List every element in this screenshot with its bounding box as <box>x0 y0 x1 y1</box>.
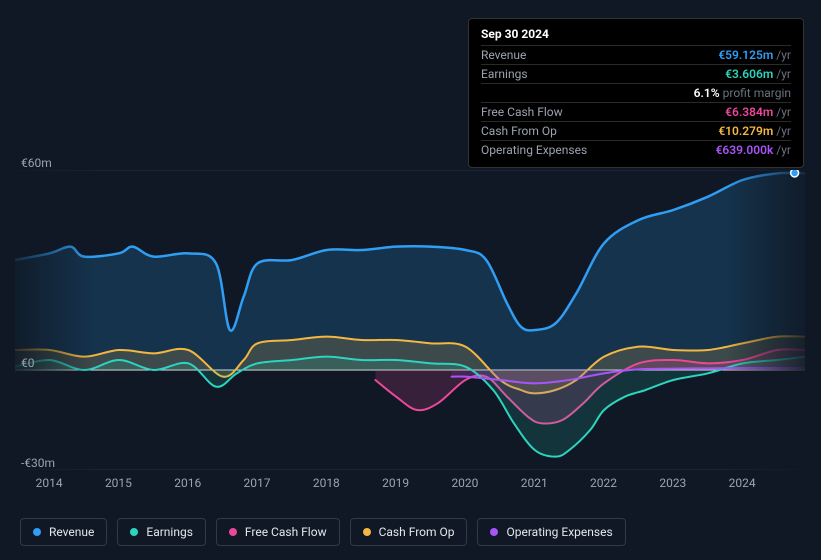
tooltip-row-value: €3.606m/yr <box>705 67 791 81</box>
tooltip-row-value: €10.279m/yr <box>698 124 791 138</box>
x-axis-label: 2016 <box>174 476 201 490</box>
tooltip-row: 6.1%profit margin <box>481 83 791 102</box>
x-axis-label: 2014 <box>36 476 63 490</box>
tooltip-row: Revenue€59.125m/yr <box>481 45 791 64</box>
y-axis-label: €0 <box>21 356 35 370</box>
tooltip-row-label: Free Cash Flow <box>481 105 705 119</box>
chart-panel: Sep 30 2024 Revenue€59.125m/yrEarnings€3… <box>0 0 821 560</box>
legend-dot-icon <box>363 528 371 536</box>
legend-label: Free Cash Flow <box>245 525 327 539</box>
legend-dot-icon <box>229 528 237 536</box>
legend-dot-icon <box>33 528 41 536</box>
y-axis-label: -€30m <box>21 456 55 470</box>
tooltip-row: Operating Expenses€639.000k/yr <box>481 140 791 159</box>
legend-label: Earnings <box>146 525 193 539</box>
legend-item-free_cash_flow[interactable]: Free Cash Flow <box>216 518 340 546</box>
tooltip-row-value: €639.000k/yr <box>696 143 791 157</box>
tooltip-row-value: €59.125m/yr <box>698 48 791 62</box>
y-axis-label: €60m <box>21 156 52 170</box>
tooltip-row-label: Cash From Op <box>481 124 698 138</box>
x-axis-label: 2020 <box>451 476 478 490</box>
legend: Revenue Earnings Free Cash Flow Cash From O… <box>20 518 626 546</box>
tooltip-row-value: 6.1%profit margin <box>674 86 791 100</box>
legend-dot-icon <box>490 528 498 536</box>
x-axis-label: 2023 <box>659 476 686 490</box>
time-series-chart[interactable] <box>15 170 805 470</box>
legend-label: Operating Expenses <box>506 525 612 539</box>
tooltip-row-label <box>481 86 674 100</box>
legend-item-operating_expenses[interactable]: Operating Expenses <box>477 518 625 546</box>
tooltip-row: Cash From Op€10.279m/yr <box>481 121 791 140</box>
tooltip-row: Earnings€3.606m/yr <box>481 64 791 83</box>
hover-tooltip: Sep 30 2024 Revenue€59.125m/yrEarnings€3… <box>468 18 804 168</box>
tooltip-title: Sep 30 2024 <box>481 27 791 41</box>
tooltip-row-label: Revenue <box>481 48 698 62</box>
legend-label: Cash From Op <box>379 525 455 539</box>
tooltip-row-value: €6.384m/yr <box>705 105 791 119</box>
x-axis-label: 2017 <box>244 476 271 490</box>
legend-item-cash_from_op[interactable]: Cash From Op <box>350 518 468 546</box>
x-axis-label: 2019 <box>382 476 409 490</box>
legend-dot-icon <box>130 528 138 536</box>
x-axis-label: 2015 <box>105 476 132 490</box>
x-axis-label: 2018 <box>313 476 340 490</box>
legend-item-revenue[interactable]: Revenue <box>20 518 107 546</box>
tooltip-row: Free Cash Flow€6.384m/yr <box>481 102 791 121</box>
x-axis-label: 2021 <box>521 476 548 490</box>
x-axis-label: 2022 <box>590 476 617 490</box>
x-axis-label: 2024 <box>729 476 756 490</box>
tooltip-row-label: Operating Expenses <box>481 143 696 157</box>
legend-item-earnings[interactable]: Earnings <box>117 518 206 546</box>
legend-label: Revenue <box>49 525 94 539</box>
tooltip-row-label: Earnings <box>481 67 705 81</box>
